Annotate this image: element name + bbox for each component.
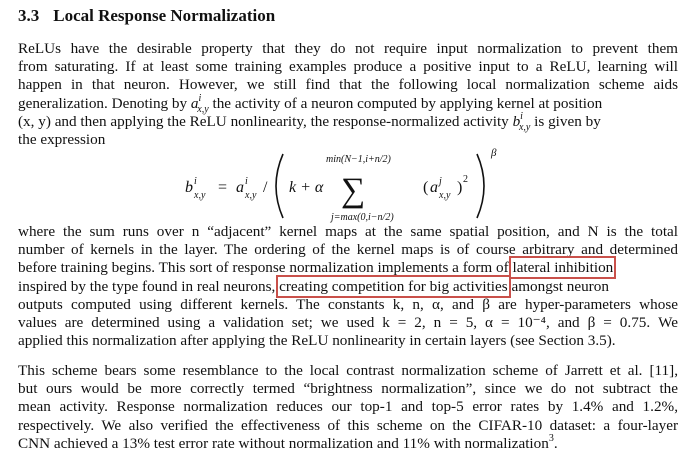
text-fragment: (x, y) and then applying the ReLU nonlin… [18,112,513,130]
text-line: This scheme bears some resemblance to th… [18,362,678,379]
text-line: happen in that neuron. However, we still… [18,76,678,94]
text-fragment: generalization. Denoting by [18,94,191,112]
eq-k-alpha: k + α [289,179,324,196]
section-number: 3.3 [18,6,40,25]
eq-close-paren: ) [457,179,462,196]
eq-term-a: a [430,179,438,196]
text-line: values are determined using a validation… [18,313,678,331]
text-fragment: amongst neuron [507,277,609,295]
eq-term-sup-j: j [437,176,442,187]
text-line: inspired by the type found in real neuro… [18,274,678,298]
text-line: ReLUs have the desirable property that t… [18,40,678,57]
left-paren [275,153,284,219]
text-line: CNN achieved a 13% test error rate witho… [18,432,678,453]
text-line: applied this normalization after applyin… [18,332,616,350]
text-line: generalization. Denoting by aix,y the ac… [18,92,678,115]
symbol-b: bix,y [512,110,531,133]
text-fragment: CNN achieved a 13% test error rate witho… [18,434,549,452]
eq-square: 2 [463,174,468,185]
right-paren [476,153,485,219]
text-fragment: inspired by the type found in real neuro… [18,277,280,295]
eq-lhs: b [185,179,193,196]
eq-term-sub: x,y [438,190,451,201]
paragraph-sum-explanation: where the sum runs over n “adjacent” ker… [18,223,678,350]
normalization-equation: b i x,y = a i x,y / k + α min(N−1,i+n/2)… [185,146,515,226]
highlight-lateral-inhibition: lateral inhibition [509,256,617,280]
text-line: number of kernels in the layer. The orde… [18,241,678,259]
eq-a: a [236,179,244,196]
eq-sup-i: i [194,176,197,187]
eq-slash: / [263,179,268,196]
text-fragment: at position [538,94,603,112]
text-line: the expression [18,130,106,148]
section-title: Local Response Normalization [53,6,276,25]
symbol-a: aix,y [190,92,209,115]
eq-sum-sign: ∑ [341,172,365,209]
text-fragment: is given by [530,112,601,130]
eq-a-sub: x,y [244,190,257,201]
equation-svg: b i x,y = a i x,y / k + α min(N−1,i+n/2)… [185,147,497,223]
text-line: from saturating. If at least some traini… [18,58,678,76]
text-fragment: . [553,434,558,452]
eq-beta: β [490,147,497,159]
text-line: respectively. We also verified the effec… [18,416,678,434]
eq-open-paren: ( [423,179,428,196]
text-fragment: before training begins. This sort of res… [18,259,513,277]
eq-equals: = [218,179,227,196]
footnote-marker[interactable]: 3 [548,432,554,444]
paragraph-brightness-normalization: This scheme bears some resemblance to th… [18,362,678,453]
eq-sub-xy: x,y [193,190,206,201]
section-heading: 3.3 Local Response Normalization [18,6,275,26]
text-line: but ours would be more correctly termed … [18,380,678,398]
text-line: mean activity. Response normalization re… [18,398,678,416]
text-line: before training begins. This sort of res… [18,256,678,280]
text-line: where the sum runs over n “adjacent” ker… [18,223,678,240]
text-line: outputs computed using different kernels… [18,295,678,313]
eq-sum-upper: min(N−1,i+n/2) [326,154,392,165]
eq-a-sup: i [245,176,248,187]
text-line: (x, y) and then applying the ReLU nonlin… [18,110,678,133]
eq-sum-lower: j=max(0,i−n/2) [329,212,394,223]
highlight-creating-competition: creating competition for big activities [276,274,511,298]
text-fragment: the activity of a neuron computed by app… [208,94,539,112]
paragraph-relu-normalization: ReLUs have the desirable property that t… [18,40,678,149]
